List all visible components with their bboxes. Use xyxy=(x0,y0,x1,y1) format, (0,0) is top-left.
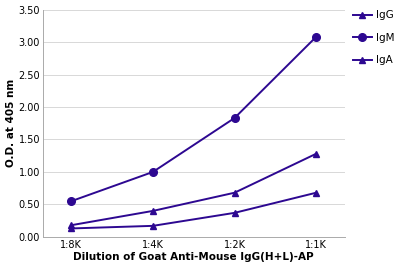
IgA xyxy=(314,191,318,194)
IgA xyxy=(232,211,237,214)
IgG xyxy=(150,209,155,213)
IgM xyxy=(232,116,237,120)
Line: IgG: IgG xyxy=(68,151,319,228)
X-axis label: Dilution of Goat Anti-Mouse IgG(H+L)-AP: Dilution of Goat Anti-Mouse IgG(H+L)-AP xyxy=(74,252,314,262)
Legend: IgG, IgM, IgA: IgG, IgM, IgA xyxy=(353,10,394,65)
Line: IgA: IgA xyxy=(68,189,319,232)
Y-axis label: O.D. at 405 nm: O.D. at 405 nm xyxy=(6,79,16,167)
IgG xyxy=(232,191,237,194)
IgA xyxy=(69,227,74,230)
IgM xyxy=(314,35,318,38)
IgA xyxy=(150,224,155,228)
IgM xyxy=(150,170,155,174)
IgG xyxy=(69,224,74,227)
Line: IgM: IgM xyxy=(68,33,320,205)
IgG xyxy=(314,152,318,155)
IgM xyxy=(69,200,74,203)
